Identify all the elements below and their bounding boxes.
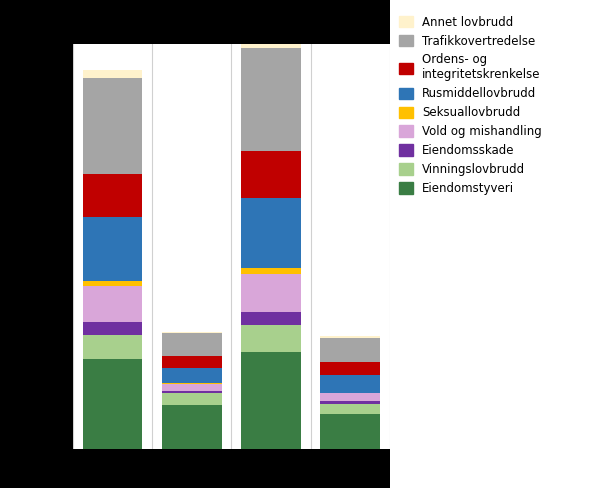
Bar [241, 151, 301, 199]
Bar [162, 384, 222, 391]
Bar [83, 70, 143, 78]
Bar [241, 325, 301, 352]
Bar [83, 359, 143, 449]
Bar [83, 78, 143, 174]
Bar [241, 274, 301, 312]
Bar [162, 356, 222, 368]
Bar [162, 368, 222, 384]
Legend: Annet lovbrudd, Trafikkovertredelse, Ordens- og
integritetskrenkelse, Rusmiddell: Annet lovbrudd, Trafikkovertredelse, Ord… [399, 16, 542, 195]
Bar [162, 405, 222, 449]
Bar [241, 312, 301, 325]
Bar [241, 268, 301, 274]
Bar [320, 336, 380, 338]
Bar [320, 414, 380, 449]
Bar [83, 217, 143, 281]
Bar [320, 338, 380, 362]
Bar [162, 333, 222, 356]
Bar [320, 401, 380, 404]
Bar [320, 404, 380, 414]
Bar [162, 332, 222, 333]
Bar [83, 285, 143, 322]
Bar [162, 391, 222, 393]
Bar [241, 199, 301, 268]
Bar [241, 48, 301, 151]
Bar [241, 352, 301, 449]
Bar [320, 375, 380, 393]
Bar [83, 174, 143, 217]
Bar [241, 40, 301, 48]
Bar [162, 393, 222, 405]
Bar [83, 281, 143, 285]
Bar [83, 322, 143, 335]
Bar [83, 335, 143, 359]
Bar [320, 393, 380, 401]
Bar [320, 362, 380, 375]
